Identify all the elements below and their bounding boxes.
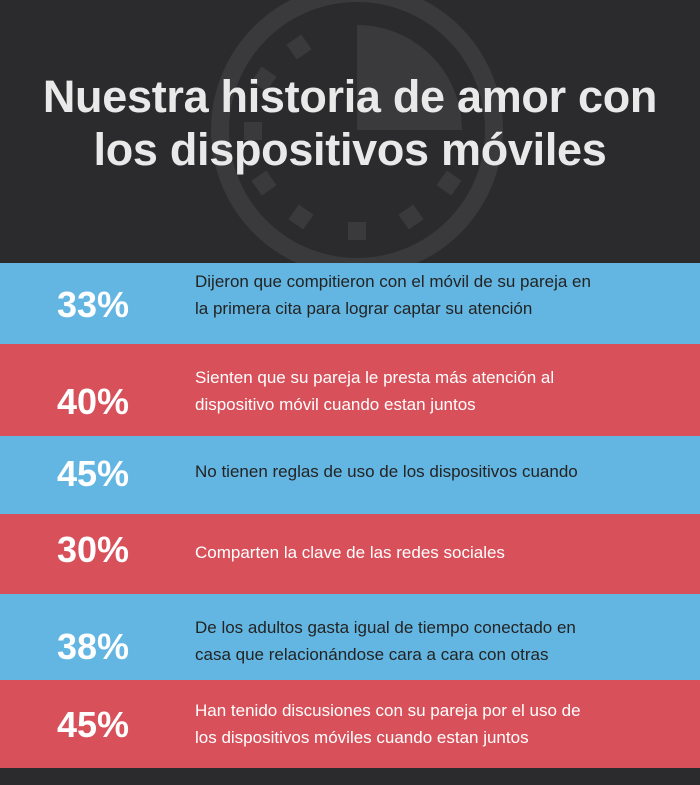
stat-description: Comparten la clave de las redes sociales [195, 543, 505, 562]
stat-percent: 45% [56, 704, 130, 745]
stat-percent: 38% [56, 626, 130, 667]
stat-percent: 30% [56, 529, 130, 570]
stat-row: 40% Sienten que su pareja le presta más … [0, 344, 700, 436]
stat-description: Sienten que su pareja le presta más aten… [195, 368, 555, 414]
title-line-1: Nuestra historia de amor con [42, 71, 658, 122]
stat-row: 33% Dijeron que compitieron con el móvil… [0, 263, 700, 344]
stat-percent: 33% [56, 284, 130, 325]
clock-icon [211, 0, 503, 263]
stat-row: 45% Han tenido discusiones con su pareja… [0, 680, 700, 768]
header: Nuestra historia de amor con los disposi… [0, 0, 700, 263]
stat-description: No tienen reglas de uso de los dispositi… [195, 462, 578, 481]
stat-description: Dijeron que compitieron con el móvil de … [195, 272, 591, 318]
stat-row: 30% Comparten la clave de las redes soci… [0, 514, 700, 594]
title-line-2: los dispositivos móviles [93, 124, 607, 175]
stat-row: 45% No tienen reglas de uso de los dispo… [0, 436, 700, 514]
stat-row: 38% De los adultos gasta igual de tiempo… [0, 594, 700, 680]
stat-description: De los adultos gasta igual de tiempo con… [195, 618, 576, 664]
page-title: Nuestra historia de amor con los disposi… [0, 70, 700, 176]
stat-description: Han tenido discusiones con su pareja por… [195, 701, 581, 747]
stat-percent: 45% [56, 453, 130, 494]
stat-percent: 40% [56, 381, 130, 422]
footer-strip [0, 768, 700, 785]
